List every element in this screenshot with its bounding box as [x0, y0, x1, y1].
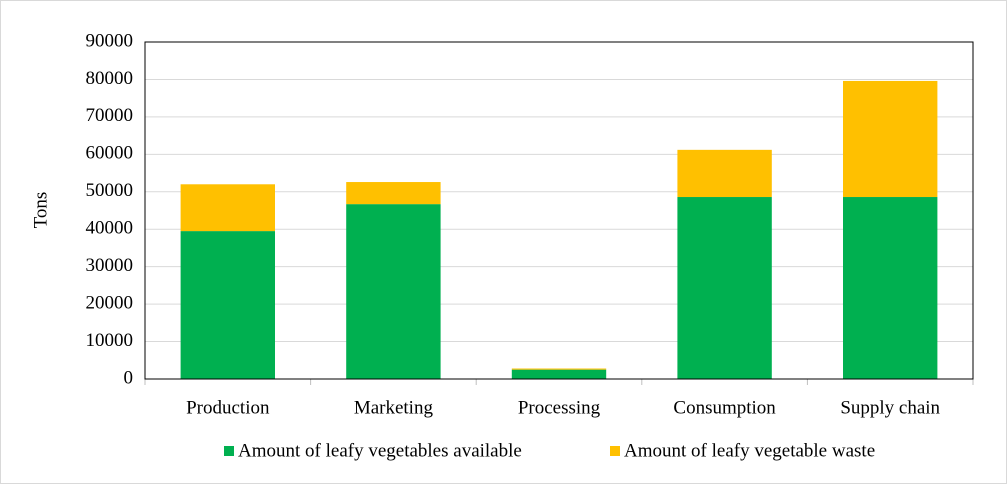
bar-segment: [843, 197, 938, 379]
legend-label: Amount of leafy vegetables available: [238, 440, 522, 461]
y-tick-label: 50000: [86, 180, 134, 201]
y-tick-label: 0: [124, 367, 134, 388]
y-tick-label: 20000: [86, 292, 134, 313]
x-tick-label: Supply chain: [840, 397, 940, 418]
bar-segment: [511, 369, 607, 379]
y-tick-label: 70000: [86, 105, 134, 126]
legend-swatch: [610, 446, 620, 456]
y-tick-label: 30000: [86, 255, 134, 276]
plot-border: [144, 41, 974, 380]
y-tick-label: 80000: [86, 68, 134, 89]
bar-segment: [346, 204, 441, 379]
bar-segment: [180, 231, 275, 379]
y-tick-label: 90000: [86, 30, 134, 51]
x-tick-label: Processing: [518, 397, 601, 418]
x-tick-label: Production: [186, 397, 270, 418]
legend-label: Amount of leafy vegetable waste: [624, 440, 875, 461]
legend-swatch: [224, 446, 234, 456]
bar-segment: [180, 184, 275, 232]
y-tick-label: 10000: [86, 330, 134, 351]
bar-segment: [511, 368, 607, 370]
y-tick-label: 40000: [86, 218, 134, 239]
bar-segment: [677, 149, 772, 198]
bar-segment: [843, 80, 938, 198]
x-tick-label: Consumption: [673, 397, 776, 418]
y-axis-label: Tons: [30, 192, 51, 229]
x-tick-label: Marketing: [354, 397, 434, 418]
bar-segment: [677, 197, 772, 379]
y-tick-label: 60000: [86, 143, 134, 164]
bar-segment: [346, 182, 441, 205]
